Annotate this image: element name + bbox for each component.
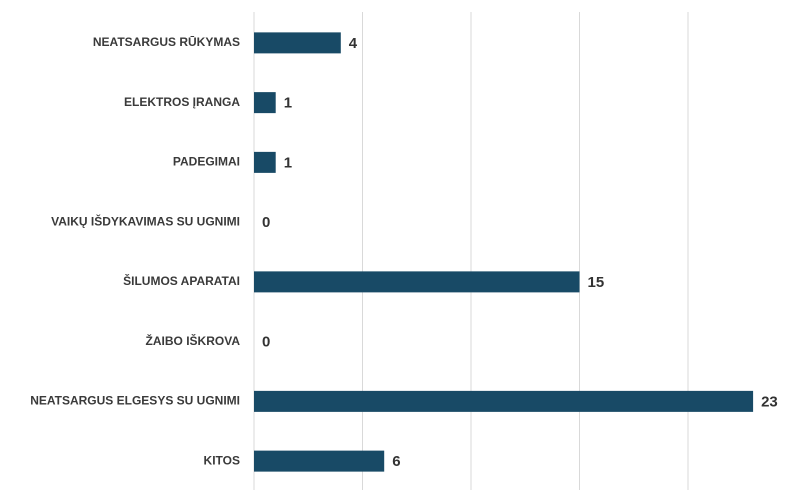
- category-label: VAIKŲ IŠDYKAVIMAS SU UGNIMI: [51, 213, 240, 228]
- bar: [254, 151, 276, 173]
- category-label: PADEGIMAI: [173, 155, 240, 169]
- value-label: 6: [392, 453, 400, 470]
- category-label: ŠILUMOS APARATAI: [123, 273, 240, 288]
- value-label: 1: [284, 154, 292, 171]
- category-label: ŽAIBO IŠKROVA: [146, 333, 241, 348]
- value-label: 0: [262, 214, 270, 231]
- value-label: 1: [284, 95, 292, 112]
- category-label: ELEKTROS ĮRANGA: [124, 95, 240, 109]
- value-label: 0: [262, 334, 270, 351]
- bar: [254, 450, 385, 472]
- value-label: 15: [588, 274, 605, 291]
- category-label: NEATSARGUS RŪKYMAS: [93, 35, 240, 49]
- bar: [254, 271, 580, 293]
- bar: [254, 32, 341, 54]
- value-label: 4: [349, 35, 358, 52]
- bar: [254, 390, 754, 412]
- category-label: NEATSARGUS ELGESYS SU UGNIMI: [30, 394, 240, 408]
- category-label: KITOS: [204, 453, 240, 467]
- value-label: 23: [761, 393, 778, 410]
- bar: [254, 92, 276, 114]
